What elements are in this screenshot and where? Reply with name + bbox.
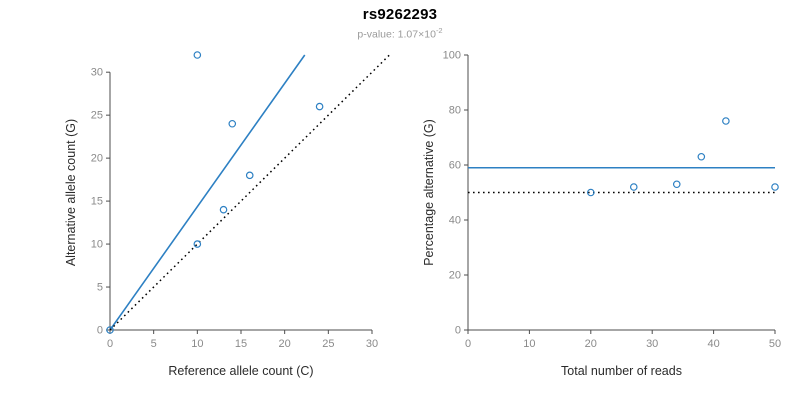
pvalue-times: × bbox=[418, 28, 425, 41]
x-tick-label: 40 bbox=[707, 338, 719, 350]
y-tick-label: 10 bbox=[91, 239, 103, 251]
x-tick-label: 20 bbox=[585, 338, 597, 350]
y-tick-label: 5 bbox=[97, 282, 103, 294]
data-point bbox=[315, 102, 324, 111]
data-point bbox=[245, 171, 254, 180]
allelic-ratio-line bbox=[109, 54, 306, 331]
figure-title: rs9262293 bbox=[362, 6, 438, 23]
x-tick-label: 10 bbox=[523, 338, 535, 350]
x-tick-label: 0 bbox=[465, 338, 471, 350]
data-point bbox=[193, 51, 202, 59]
x-tick-label: 5 bbox=[151, 338, 157, 350]
left-scatter-chart: 0 5 10 15 20 25 30 0 5 10 15 20 25 30 Reference allele… bbox=[64, 51, 390, 378]
x-tick-label: 0 bbox=[107, 338, 113, 350]
y-tick-label: 0 bbox=[455, 325, 461, 337]
y-tick-label: 0 bbox=[97, 325, 103, 337]
identity-line bbox=[109, 54, 390, 331]
pvalue-mantissa: 1.07 bbox=[397, 28, 419, 41]
y-tick-label: 30 bbox=[91, 67, 103, 79]
y-tick-label: 40 bbox=[449, 215, 461, 227]
y-tick-label: 60 bbox=[449, 160, 461, 172]
y-tick-label: 20 bbox=[449, 270, 461, 282]
data-point bbox=[228, 119, 237, 128]
data-point bbox=[193, 240, 202, 248]
data-point bbox=[722, 117, 730, 125]
data-point bbox=[587, 188, 595, 197]
x-tick-label: 20 bbox=[279, 338, 291, 350]
y-tick-label: 25 bbox=[91, 110, 103, 122]
y-axis-title: Percentage alternative (G) bbox=[422, 119, 436, 266]
x-axis-title: Reference allele count (C) bbox=[168, 364, 313, 378]
x-tick-label: 50 bbox=[769, 338, 781, 350]
y-tick-label: 80 bbox=[449, 105, 461, 117]
x-axis-title: Total number of reads bbox=[561, 364, 682, 378]
right-scatter-chart: 0 10 20 30 40 50 0 20 40 60 80 100 Total number of r… bbox=[422, 50, 781, 379]
data-point bbox=[219, 205, 228, 214]
x-tick-label: 30 bbox=[646, 338, 658, 350]
pvalue-label: p-value: bbox=[357, 28, 395, 41]
y-tick-label: 100 bbox=[443, 50, 461, 62]
pvalue-exponent: -2 bbox=[435, 26, 443, 35]
pvalue-subtitle: p-value: 1.07×10-2 bbox=[0, 26, 800, 41]
figure-header: rs9262293 p-value: 1.07×10-2 bbox=[0, 6, 800, 41]
x-tick-label: 25 bbox=[322, 338, 334, 350]
data-point bbox=[771, 183, 779, 191]
x-tick-label: 10 bbox=[191, 338, 203, 350]
y-tick-label: 15 bbox=[91, 196, 103, 208]
x-tick-label: 15 bbox=[235, 338, 247, 350]
y-axis-title: Alternative allele count (G) bbox=[64, 119, 78, 266]
data-point bbox=[672, 180, 681, 189]
data-point bbox=[697, 152, 706, 161]
data-point bbox=[629, 183, 638, 191]
x-tick-label: 30 bbox=[366, 338, 378, 350]
pvalue-base: 10 bbox=[424, 28, 436, 41]
data-point bbox=[106, 326, 114, 334]
y-tick-label: 20 bbox=[91, 153, 103, 165]
